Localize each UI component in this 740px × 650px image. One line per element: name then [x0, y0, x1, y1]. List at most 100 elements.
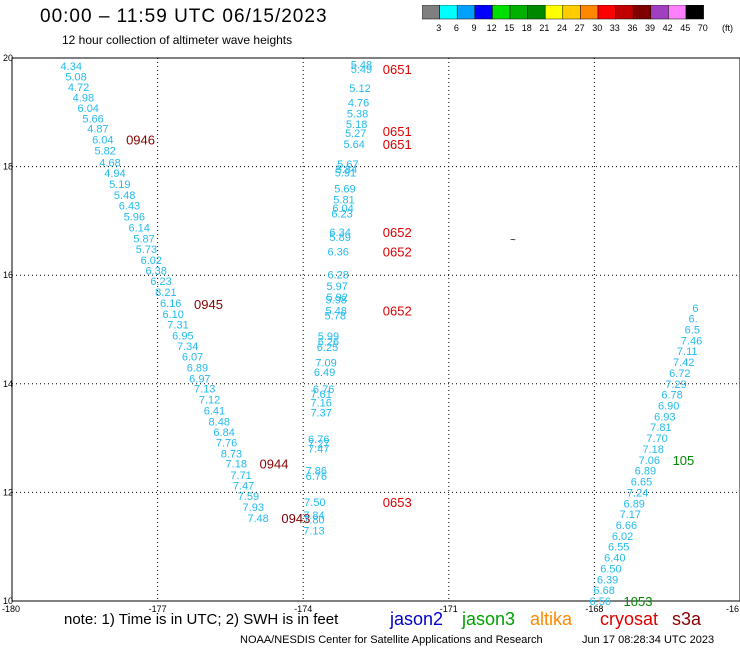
- swh-value-label: 7.84: [303, 510, 324, 522]
- legend-bin-label: 70: [698, 23, 708, 33]
- swh-value-label: 5.99: [318, 331, 339, 343]
- swh-value-label: 6: [692, 303, 698, 315]
- swh-value-label: 7.13: [194, 384, 215, 396]
- page-subtitle: 12 hour collection of altimeter wave hei…: [62, 33, 293, 47]
- swh-value-label: 4.72: [68, 82, 89, 94]
- legend-bin-label: 33: [610, 23, 620, 33]
- swh-value-label: 5.97: [326, 281, 347, 293]
- x-tick-label: -168: [585, 604, 603, 614]
- swh-value-label: 6.78: [661, 390, 682, 402]
- legend-bin-label: 21: [539, 23, 549, 33]
- swh-value-label: 5.48: [326, 305, 347, 317]
- legend-bin-label: 9: [471, 23, 476, 33]
- swh-value-label: 7.61: [310, 389, 331, 401]
- swh-value-label: 6.90: [658, 401, 679, 413]
- legend-bin-label: 45: [680, 23, 690, 33]
- legend-bin-label: 27: [575, 23, 585, 33]
- swh-value-label: 7.48: [247, 513, 268, 525]
- swh-value-label: 7.42: [673, 357, 694, 369]
- swh-value-label: 7.29: [665, 379, 686, 391]
- swh-value-label: 6.43: [119, 201, 140, 213]
- satellite-cryosat: cryosat: [600, 609, 659, 629]
- swh-value-label: 6.39: [597, 574, 618, 586]
- swh-value-label: 6.02: [612, 531, 633, 543]
- legend-bin-label: 12: [487, 23, 497, 33]
- legend-bin-label: 42: [663, 23, 673, 33]
- swh-value-label: 6.72: [669, 368, 690, 380]
- axis-tick-labels: -180 -177 -174 -171 -168 -16 20 18 16 14 12 10: [2, 53, 739, 614]
- swh-value-label: 7.18: [642, 444, 663, 456]
- swh-value-label: 4.87: [87, 124, 108, 136]
- pass-time-label: 105: [673, 453, 695, 468]
- legend-swatch: [685, 5, 704, 20]
- pass-time-label: 0651: [383, 62, 412, 77]
- swh-value-label: 7.13: [303, 525, 324, 537]
- swh-value-label: 5.64: [343, 139, 364, 151]
- pass-time-label: 0652: [383, 244, 412, 259]
- wave-height-color-legend: 3 6 9 12 15 18 21 24 27 30 33 36 39 42 45 70 (ft): [422, 5, 733, 33]
- swh-value-label: 7.80: [303, 515, 324, 527]
- legend-unit-label: (ft): [722, 23, 733, 33]
- swh-value-label: 7.24: [627, 487, 648, 499]
- pass-time-label: 1053: [624, 594, 653, 609]
- swh-value-label: 7.71: [230, 470, 251, 482]
- swh-value-label: 6.76: [313, 384, 334, 396]
- swh-value-label: 6.25: [317, 342, 338, 354]
- swh-value-label: 7.46: [681, 335, 702, 347]
- swh-value-label: 4.98: [73, 93, 94, 105]
- legend-bin-label: 3: [436, 23, 441, 33]
- swh-value-label: 6.5: [685, 325, 700, 337]
- swh-value-label: 6.76: [308, 434, 329, 446]
- swh-value-label: 7.76: [216, 437, 237, 449]
- swh-value-label: 7.93: [243, 502, 264, 514]
- swh-value-label: 7.27: [308, 439, 329, 451]
- swh-value-label: 6.04: [92, 134, 113, 146]
- swh-value-label: 6.93: [654, 411, 675, 423]
- swh-value-label: 6.38: [145, 265, 166, 277]
- swh-value-label: 7.47: [233, 480, 254, 492]
- swh-value-label: 8.73: [221, 448, 242, 460]
- y-tick-label: 10: [3, 596, 13, 606]
- legend-bin-label: 30: [592, 23, 602, 33]
- swh-value-label: 4.94: [104, 168, 125, 180]
- units-note: note: 1) Time is in UTC; 2) SWH is in fe…: [64, 611, 339, 628]
- swh-value-label: 5.08: [65, 71, 86, 83]
- page-title: 00:00 – 11:59 UTC 06/15/2023: [40, 6, 328, 27]
- swh-value-label: 6.28: [327, 270, 348, 282]
- pass-time-label: 0945: [194, 297, 223, 312]
- swh-value-label: 4.34: [61, 61, 82, 73]
- swh-value-label: 6.89: [187, 363, 208, 375]
- swh-value-label: 6.55: [608, 542, 629, 554]
- swh-value-label: 7.70: [646, 433, 667, 445]
- swh-value-label: 7.18: [226, 459, 247, 471]
- swh-value-label: 6.89: [635, 466, 656, 478]
- swh-value-label: 6.89: [624, 498, 645, 510]
- legend-bin-label: 39: [645, 23, 655, 33]
- satellite-jason3: jason3: [462, 609, 516, 629]
- y-tick-label: 12: [3, 487, 13, 497]
- swh-value-label: 5.49: [351, 64, 372, 76]
- swh-value-label: 6.16: [160, 298, 181, 310]
- swh-value-label: 6.04: [78, 103, 99, 115]
- swh-value-label: 5.89: [329, 232, 350, 244]
- swh-value-label: 7.17: [620, 509, 641, 521]
- swh-value-label: 6.56: [590, 596, 611, 608]
- swh-value-label: 7.16: [310, 397, 331, 409]
- pass-time-label: 0651: [383, 137, 412, 152]
- x-tick-label: -174: [294, 604, 312, 614]
- swh-value-label: 6.49: [314, 367, 335, 379]
- pass-time-label: 0946: [126, 132, 155, 147]
- swh-value-label: 6.66: [616, 520, 637, 532]
- swh-value-label: 7.81: [650, 422, 671, 434]
- x-tick-label: -171: [440, 604, 458, 614]
- swh-value-label: 6.76: [306, 471, 327, 483]
- swh-value-label: 5.73: [136, 244, 157, 256]
- swh-value-label: 5.67: [337, 159, 358, 171]
- legend-bin-label: 36: [627, 23, 637, 33]
- swh-value-label: 7.47: [308, 443, 329, 455]
- swh-value-label: 5.18: [346, 119, 367, 131]
- swh-value-label: 7.12: [199, 395, 220, 407]
- swh-value-label: 6.36: [327, 246, 348, 258]
- y-tick-label: 16: [3, 270, 13, 280]
- swh-value-label: 7.50: [304, 497, 325, 509]
